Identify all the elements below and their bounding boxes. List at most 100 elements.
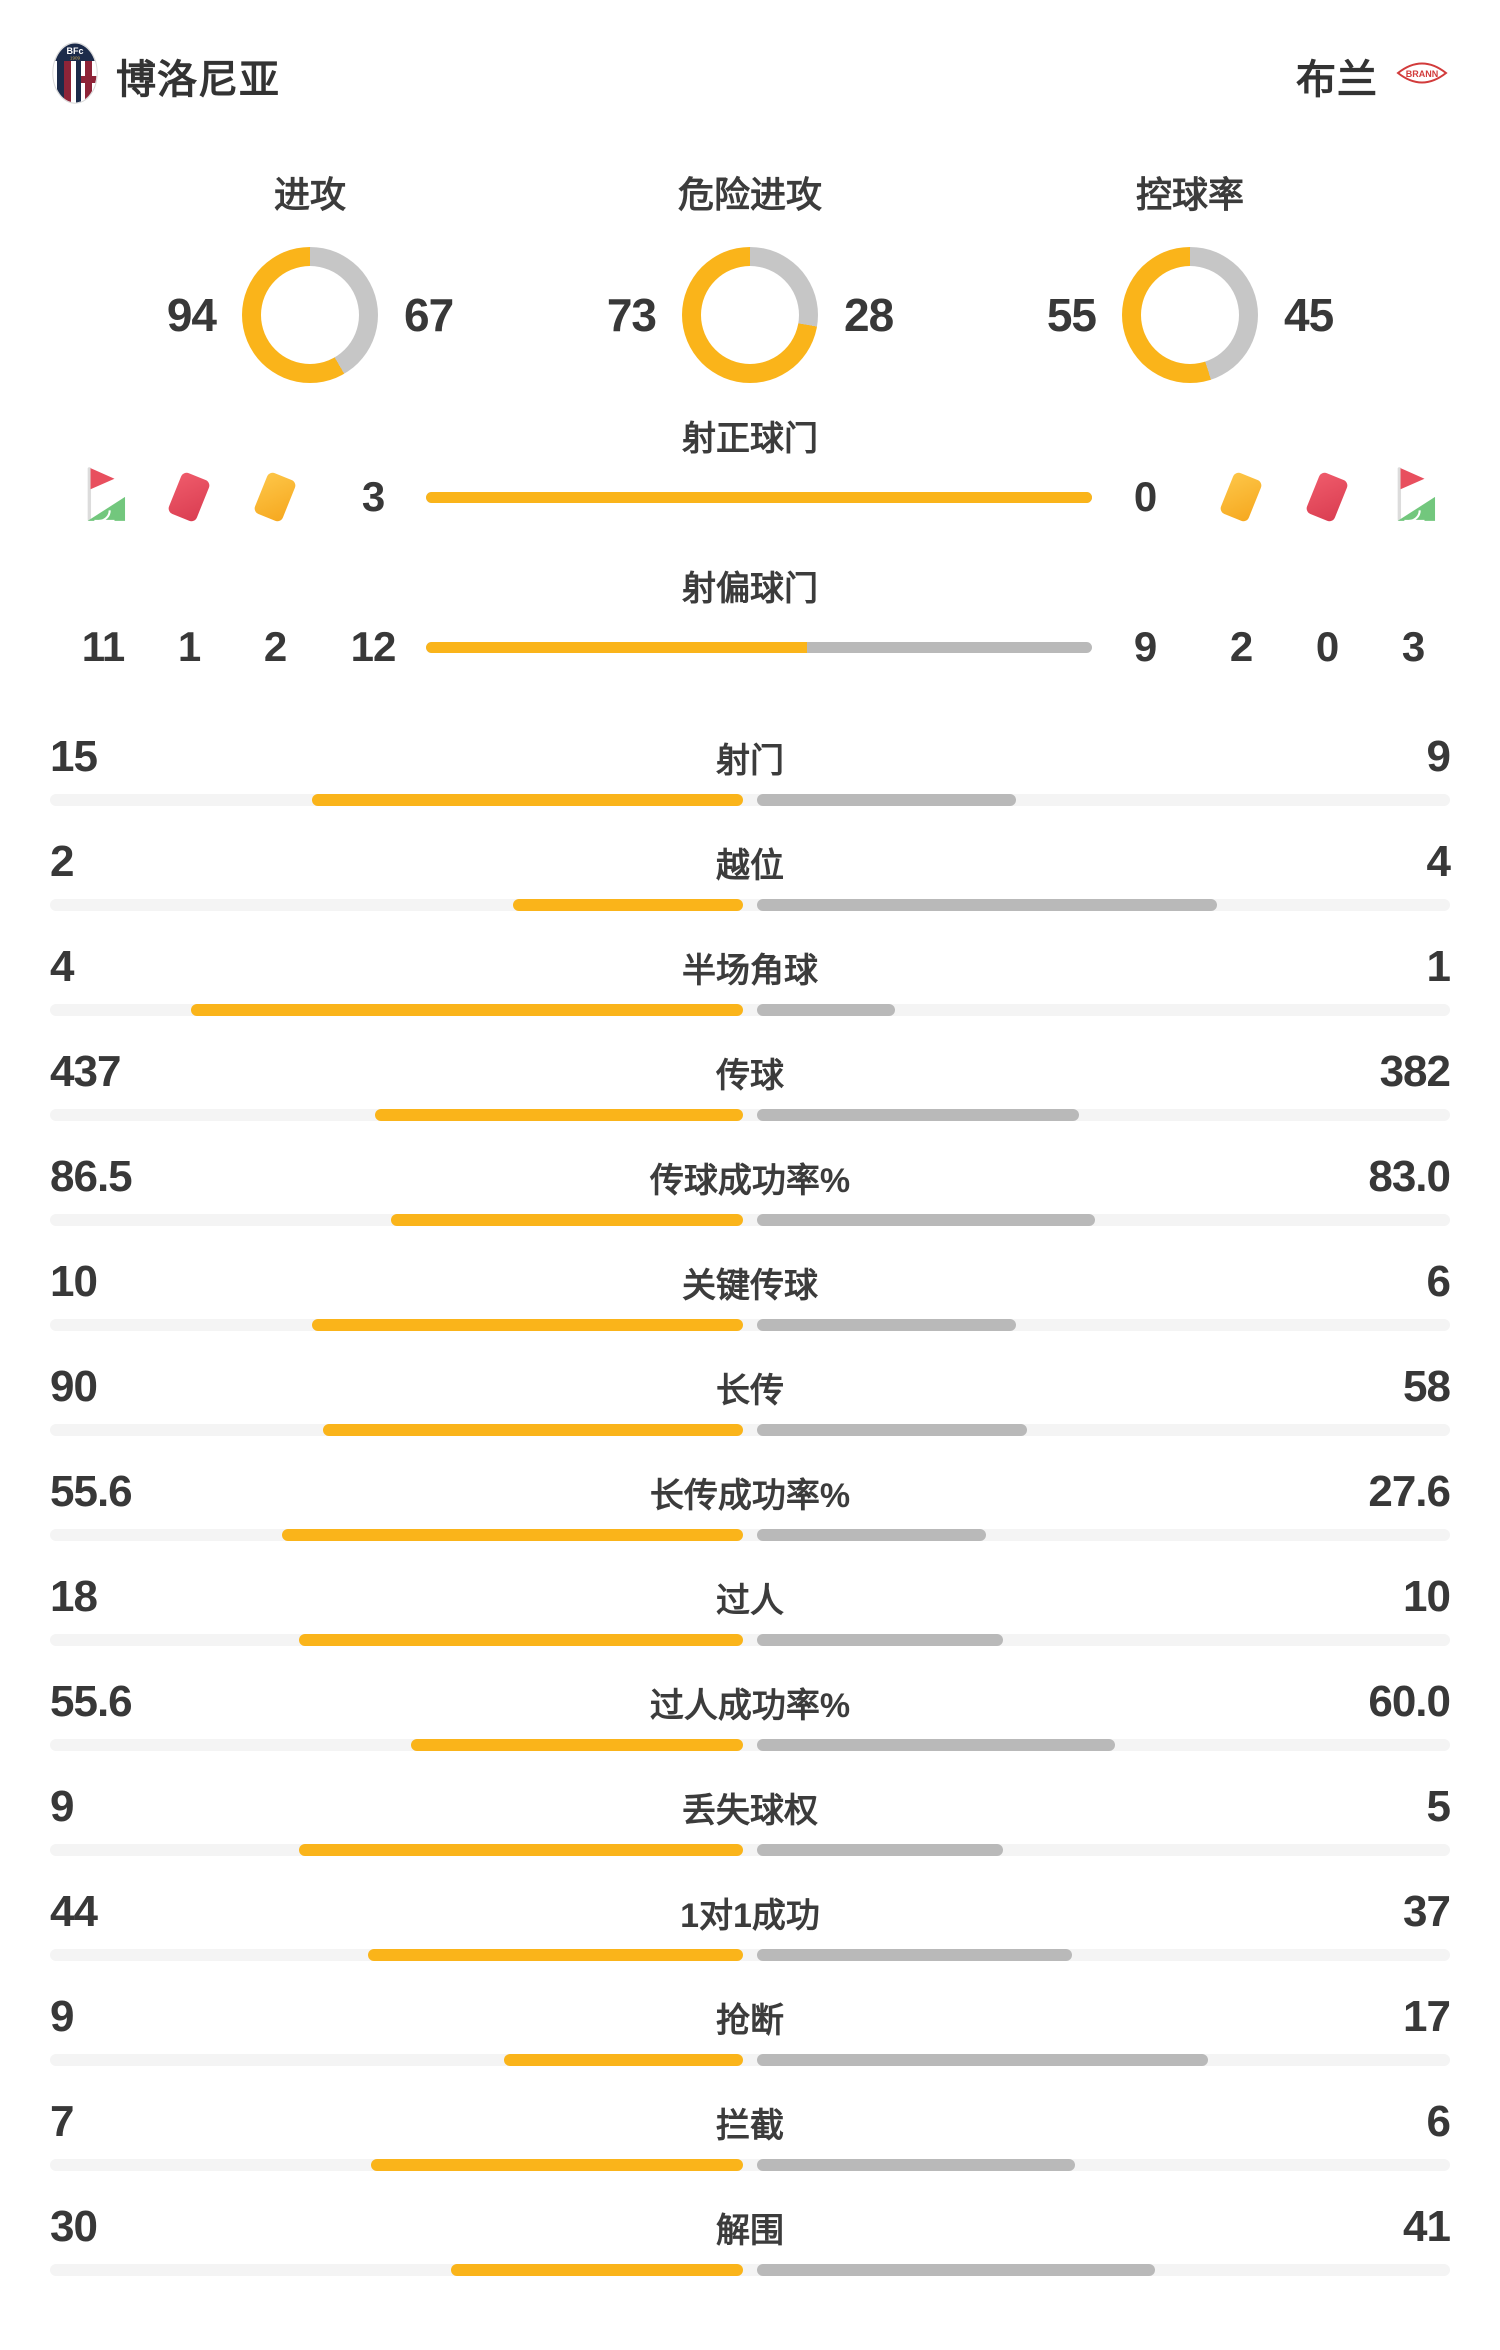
stat-bar [50, 1739, 1450, 1751]
shots-off-target-row: 11 1 2 12 9 2 0 3 [0, 611, 1500, 683]
stat-home-value: 90 [50, 1362, 98, 1411]
stat-home-value: 4 [50, 942, 74, 991]
stat-label: 过人 [716, 1581, 784, 1620]
stat-bar [50, 1949, 1450, 1961]
stat-bar [50, 1424, 1450, 1436]
donut-ring [1122, 247, 1258, 383]
donut-home-value: 94 [166, 289, 217, 341]
donut-label: 进攻 [273, 174, 346, 215]
stat-row: 2 越位 4 [0, 829, 1500, 934]
stats-list: 15 射门 9 2 越位 4 4 半场角球 [0, 724, 1500, 2299]
stat-home-value: 437 [50, 1047, 121, 1096]
stat-away-value: 83.0 [1368, 1152, 1451, 1201]
stat-row: 55.6 长传成功率% 27.6 [0, 1459, 1500, 1564]
stat-bar-away-segment [757, 2054, 1209, 2066]
red-card-icon [1304, 470, 1350, 524]
stat-home-value: 15 [50, 732, 98, 781]
stat-away-value: 5 [1426, 1782, 1451, 1831]
stat-home-value: 9 [50, 1782, 74, 1831]
stat-row: 4 半场角球 1 [0, 934, 1500, 1039]
stat-label: 半场角球 [682, 951, 818, 990]
home-team-header[interactable]: BFc 1909 博洛尼亚 [52, 42, 280, 109]
donut-cell: 危险进攻 73 28 [530, 173, 970, 383]
donut-label: 危险进攻 [677, 174, 822, 215]
svg-text:BFc: BFc [66, 46, 83, 56]
stat-bar-away-segment [757, 794, 1016, 806]
home-discipline-counts: 11 1 2 [60, 623, 320, 671]
stat-bar-away-segment [757, 1949, 1073, 1961]
stat-bar-away-segment [757, 1739, 1116, 1751]
stat-row: 55.6 过人成功率% 60.0 [0, 1669, 1500, 1774]
donut-home-value: 55 [1046, 289, 1097, 341]
shots-off-target-away: 9 [1133, 623, 1157, 670]
shots-on-target-row: 3 0 [0, 461, 1500, 533]
stat-row: 30 解围 41 [0, 2194, 1500, 2299]
home-red-cards-count: 1 [177, 623, 201, 670]
stat-bar [50, 794, 1450, 806]
stat-away-value: 17 [1403, 1992, 1451, 2041]
shots-on-target-away: 0 [1133, 473, 1157, 520]
stat-bar-away-segment [757, 1634, 1004, 1646]
shots-on-target-title: 射正球门 [682, 420, 818, 458]
stat-bar-home-segment [311, 794, 743, 806]
stat-bar [50, 1634, 1450, 1646]
donut-label: 控球率 [1135, 174, 1244, 215]
stat-row: 86.5 传球成功率% 83.0 [0, 1144, 1500, 1249]
stat-row: 7 拦截 6 [0, 2089, 1500, 2194]
svg-text:1909: 1909 [70, 56, 81, 61]
stat-away-value: 10 [1403, 1572, 1451, 1621]
stat-bar-away-segment [757, 899, 1217, 911]
header: BFc 1909 博洛尼亚 布兰 BRANN [0, 0, 1500, 109]
stat-bar-home-segment [513, 899, 743, 911]
away-corners-count: 3 [1401, 623, 1425, 670]
stat-away-value: 37 [1403, 1887, 1451, 1936]
stat-bar [50, 1109, 1450, 1121]
svg-text:BRANN: BRANN [1406, 69, 1439, 79]
stat-away-value: 6 [1426, 1257, 1451, 1306]
stat-bar-home-segment [311, 1319, 743, 1331]
stat-row: 44 1对1成功 37 [0, 1879, 1500, 1984]
stat-bar [50, 899, 1450, 911]
stat-row: 90 长传 58 [0, 1354, 1500, 1459]
stat-bar-away-segment [757, 1529, 986, 1541]
home-corners-count: 11 [81, 623, 125, 670]
stat-home-value: 18 [50, 1572, 98, 1621]
stat-label: 拦截 [716, 2106, 784, 2145]
stat-label: 关键传球 [682, 1266, 818, 1305]
stat-row: 18 过人 10 [0, 1564, 1500, 1669]
away-discipline-counts: 2 0 3 [1198, 623, 1458, 671]
stat-row: 15 射门 9 [0, 724, 1500, 829]
stat-bar [50, 1004, 1450, 1016]
stat-bar [50, 1214, 1450, 1226]
stat-bar-home-segment [323, 1424, 743, 1436]
stat-bar-away-segment [757, 1844, 1004, 1856]
stat-bar [50, 2264, 1450, 2276]
shots-on-target-home: 3 [361, 473, 385, 520]
stat-bar-home-segment [191, 1004, 743, 1016]
stat-label: 越位 [716, 846, 784, 885]
stat-away-value: 1 [1426, 942, 1451, 991]
stat-away-value: 41 [1403, 2202, 1451, 2251]
stat-home-value: 2 [50, 837, 74, 886]
donut-ring [682, 247, 818, 383]
stat-bar-away-segment [757, 1424, 1028, 1436]
stat-home-value: 30 [50, 2202, 98, 2251]
stat-row: 9 丢失球权 5 [0, 1774, 1500, 1879]
stat-label: 解围 [716, 2211, 784, 2250]
stat-home-value: 55.6 [50, 1467, 133, 1516]
stat-away-value: 58 [1403, 1362, 1451, 1411]
stat-bar [50, 1844, 1450, 1856]
stat-label: 长传成功率% [649, 1476, 851, 1515]
stat-label: 1对1成功 [680, 1896, 820, 1935]
stat-home-value: 55.6 [50, 1677, 133, 1726]
stat-bar [50, 1319, 1450, 1331]
stat-home-value: 7 [50, 2097, 74, 2146]
home-team-name: 博洛尼亚 [116, 57, 280, 102]
stat-home-value: 10 [50, 1257, 98, 1306]
donut-away-value: 45 [1284, 289, 1334, 341]
away-discipline-icons [1198, 465, 1458, 530]
stat-bar-home-segment [451, 2264, 743, 2276]
away-team-header[interactable]: 布兰 BRANN [1296, 47, 1448, 105]
corner-flag-icon [1390, 465, 1436, 530]
stat-bar [50, 2159, 1450, 2171]
